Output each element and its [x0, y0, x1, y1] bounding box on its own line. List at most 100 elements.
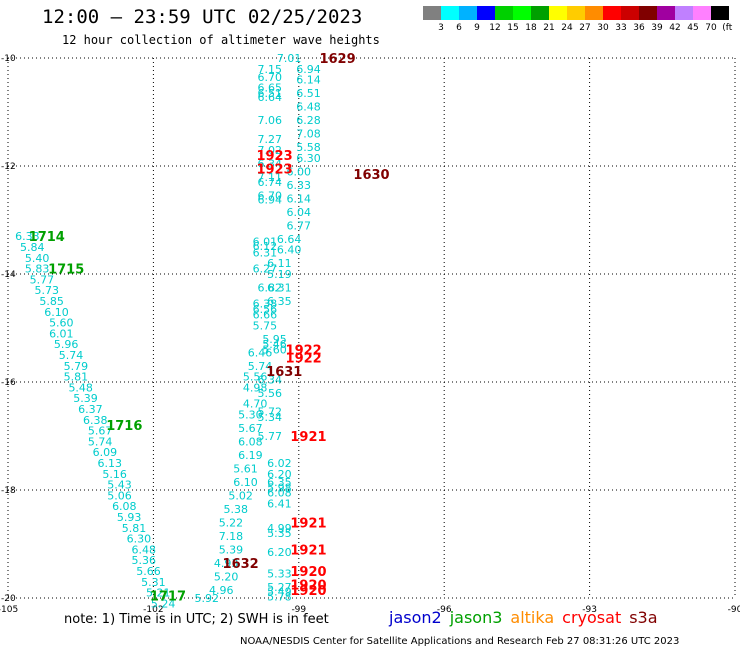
colorbar-label: 36	[633, 23, 645, 33]
colorbar-label: (ft)	[722, 23, 733, 33]
wave-height-point: 6.51	[296, 87, 321, 100]
wave-height-point: 5.56	[257, 387, 282, 400]
y-tick-label: -18	[1, 486, 16, 496]
wave-height-point: 5.77	[257, 430, 282, 443]
colorbar-label: 70	[705, 23, 717, 33]
wave-height-point: 5.24	[151, 597, 176, 610]
pass-time-label: 1922	[286, 344, 322, 359]
wave-height-point: 5.27	[267, 581, 292, 594]
wave-height-point: 5.58	[296, 141, 321, 154]
wave-height-point: 5.36	[131, 554, 156, 567]
wave-height-point: 6.41	[267, 498, 292, 511]
wave-height-point: 6.70	[257, 71, 282, 84]
x-tick-label: -99	[291, 605, 306, 615]
wave-height-point: 6.14	[287, 192, 312, 205]
pass-time-label: 1922	[286, 352, 322, 367]
wave-height-point: 4.70	[243, 398, 268, 411]
wave-height-point: 5.67	[88, 425, 113, 438]
chart-subtitle: 12 hour collection of altimeter wave hei…	[62, 33, 380, 47]
wave-height-point: 6.37	[78, 403, 103, 416]
wave-height-point: 5.98	[267, 481, 292, 494]
wave-height-point: 6.35	[267, 476, 292, 489]
wave-height-point: 6.30	[127, 533, 152, 546]
colorbar-label: 30	[597, 23, 609, 33]
wave-height-point: 6.70	[257, 190, 282, 203]
wave-height-point: 5.78	[267, 590, 292, 603]
colorbar-swatch	[441, 6, 459, 20]
wave-height-point: 5.21	[146, 587, 171, 600]
colorbar-swatch	[603, 6, 621, 20]
wave-height-point: 5.46	[262, 338, 287, 351]
footer-note: note: 1) Time is in UTC; 2) SWH is in fe…	[64, 612, 329, 627]
wave-height-point: 6.40	[277, 244, 302, 257]
wave-height-point: 6.94	[296, 63, 321, 76]
wave-height-point: 5.43	[107, 479, 132, 492]
wave-height-point: 5.73	[35, 284, 60, 297]
wave-height-point: 6.35	[267, 295, 292, 308]
wave-height-point: 5.35	[267, 527, 292, 540]
pass-time-label: 1716	[106, 419, 142, 434]
wave-height-point: 5.22	[219, 516, 244, 529]
pass-time-label: 1921	[290, 430, 326, 445]
wave-height-point: 5.61	[233, 462, 258, 475]
colorbar-swatch	[459, 6, 477, 20]
wave-height-point: 6.11	[267, 257, 292, 270]
wave-height-point: 5.67	[238, 422, 263, 435]
wave-height-point: 5.95	[262, 333, 287, 346]
colorbar-label: 24	[561, 23, 573, 33]
wave-height-point: 6.82	[257, 282, 282, 295]
wave-height-point: 5.31	[141, 576, 166, 589]
footer-credit: NOAA/NESDIS Center for Satellite Applica…	[240, 636, 680, 647]
wave-height-point: 4.98	[243, 381, 268, 394]
wave-height-point: 6.34	[257, 157, 282, 170]
wave-height-point: 6.01	[49, 327, 74, 340]
wave-height-point: 6.38	[253, 298, 278, 311]
pass-time-label: 1920	[290, 565, 326, 580]
legend-entry-jason2: jason2	[389, 608, 442, 627]
y-tick-label: -10	[1, 54, 16, 64]
wave-height-point: 6.65	[257, 82, 282, 95]
wave-height-point: 6.94	[257, 193, 282, 206]
wave-height-point: 6.27	[253, 263, 278, 276]
colorbar-swatch	[585, 6, 603, 20]
wave-height-point: 5.85	[39, 295, 64, 308]
colorbar-swatch	[621, 6, 639, 20]
wave-height-point: 6.66	[253, 309, 278, 322]
wave-height-point: 5.33	[267, 568, 292, 581]
colorbar-label: 12	[489, 23, 500, 33]
x-tick-label: -93	[582, 605, 597, 615]
pass-time-label: 1920	[290, 579, 326, 594]
y-tick-label: -16	[1, 378, 16, 388]
pass-time-label: 1923	[256, 163, 292, 178]
wave-height-point: 6.08	[267, 487, 292, 500]
y-tick-label: -14	[1, 270, 16, 280]
wave-height-point: 5.39	[73, 392, 98, 405]
colorbar-label: 18	[525, 23, 537, 33]
wave-height-point: 6.01	[253, 236, 278, 249]
colorbar-swatch	[675, 6, 693, 20]
wave-height-point: 5.81	[64, 371, 89, 384]
wave-height-point: 6.74	[257, 176, 282, 189]
wave-height-point: 6.13	[98, 457, 123, 470]
colorbar-label: 33	[615, 23, 626, 33]
wave-height-point: 6.04	[287, 206, 312, 219]
wave-height-point: 5.20	[214, 570, 239, 583]
wave-height-point: 6.31	[253, 246, 278, 259]
legend-entry-cryosat: cryosat	[562, 608, 622, 627]
legend-entry-altika: altika	[510, 608, 555, 627]
colorbar-swatch	[495, 6, 513, 20]
wave-height-point: 6.00	[287, 165, 312, 178]
wave-height-point: 6.46	[248, 346, 273, 359]
colorbar-label: 39	[651, 23, 663, 33]
wave-height-point: 6.34	[257, 373, 282, 386]
colorbar-swatch	[423, 6, 441, 20]
wave-height-point: 5.93	[117, 511, 142, 524]
wave-height-point: 6.10	[233, 476, 258, 489]
wave-height-point: 5.74	[248, 360, 273, 373]
legend-entry-jason3: jason3	[449, 608, 503, 627]
wave-height-point: 5.60	[262, 344, 287, 357]
wave-height-point: 7.15	[257, 63, 282, 76]
wave-height-point: 5.60	[49, 317, 74, 330]
